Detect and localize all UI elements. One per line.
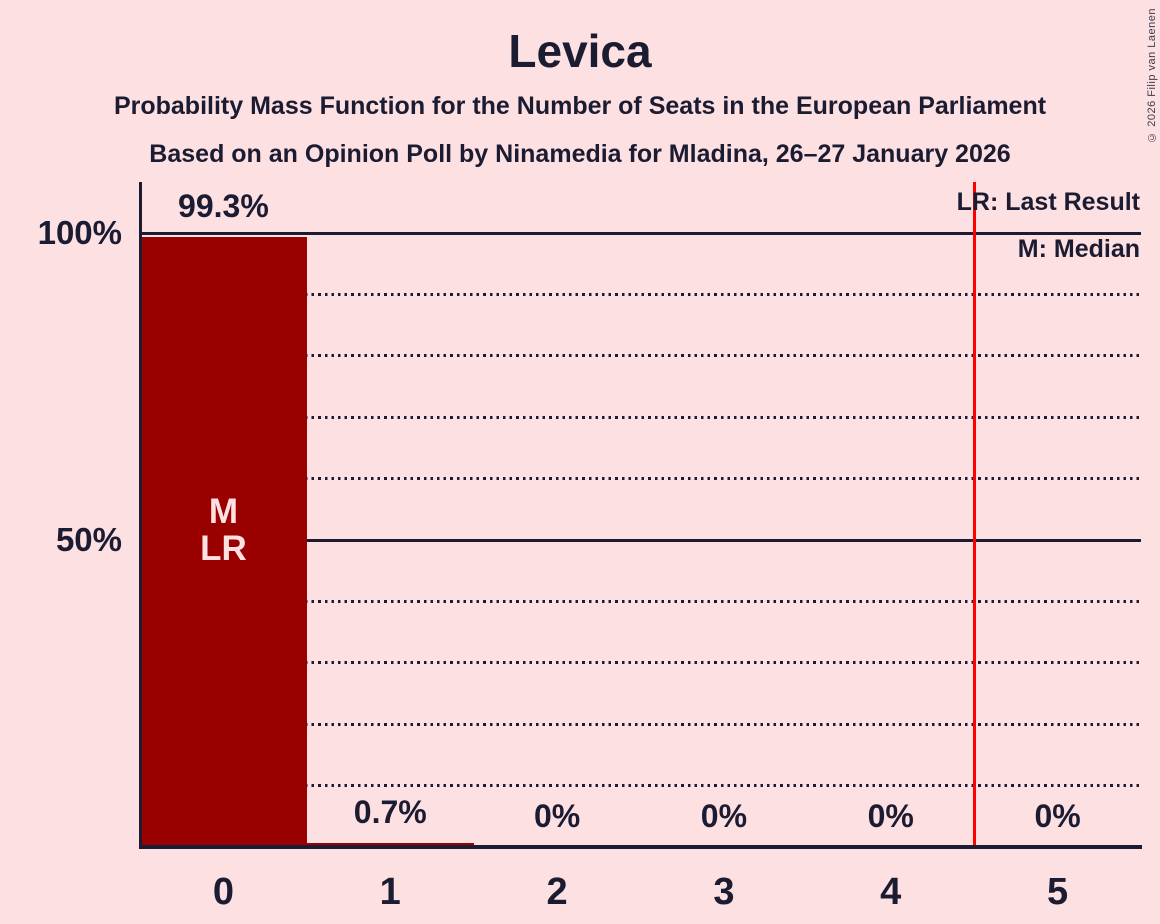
bar-value-label-5: 0% — [1034, 798, 1081, 834]
x-tick-label-2: 2 — [546, 871, 568, 913]
y-tick-label-50: 50% — [55, 521, 122, 558]
gridline-dotted-10 — [140, 784, 1141, 788]
x-tick-label-0: 0 — [212, 871, 234, 913]
gridline-dotted-70 — [140, 415, 1141, 419]
red-vertical-line — [972, 182, 976, 845]
chart-title: Levica — [508, 25, 652, 77]
y-axis-line — [139, 182, 142, 849]
x-tick-label-3: 3 — [713, 871, 735, 913]
bar-value-label-4: 0% — [867, 798, 914, 834]
marker-line-lr: LR — [200, 529, 247, 568]
legend-median: M: Median — [1017, 235, 1140, 263]
x-axis-line — [139, 845, 1142, 849]
gridline-dotted-30 — [140, 661, 1141, 665]
bar-seats-1 — [306, 842, 474, 847]
gridline-solid-50 — [140, 538, 1141, 542]
plot-area: 99.3% 0.7% 0% 0% 0% 0% M LR — [140, 188, 1141, 847]
gridline-dotted-60 — [140, 477, 1141, 481]
gridline-solid-100 — [140, 231, 1141, 235]
chart-subtitle-line1: Probability Mass Function for the Number… — [113, 92, 1047, 120]
chart-subtitle-line2: Based on an Opinion Poll by Ninamedia fo… — [149, 140, 1011, 168]
gridline-dotted-90 — [140, 292, 1141, 296]
bar-value-label-2: 0% — [533, 798, 581, 834]
x-tick-label-1: 1 — [379, 871, 401, 913]
gridline-dotted-40 — [140, 599, 1141, 603]
gridline-dotted-80 — [140, 354, 1141, 358]
bar-value-label-0: 99.3% — [178, 188, 269, 225]
bar-value-label-1: 0.7% — [353, 793, 427, 830]
legend-last-result: LR: Last Result — [956, 188, 1140, 216]
bar-value-label-3: 0% — [700, 798, 748, 834]
x-tick-label-4: 4 — [880, 871, 902, 913]
y-tick-label-100: 100% — [37, 214, 122, 251]
median-last-result-marker: M LR — [140, 493, 307, 567]
gridline-dotted-20 — [140, 722, 1141, 726]
x-tick-label-5: 5 — [1047, 871, 1069, 913]
bar-seats-0 — [140, 237, 307, 847]
marker-line-m: M — [208, 492, 238, 531]
